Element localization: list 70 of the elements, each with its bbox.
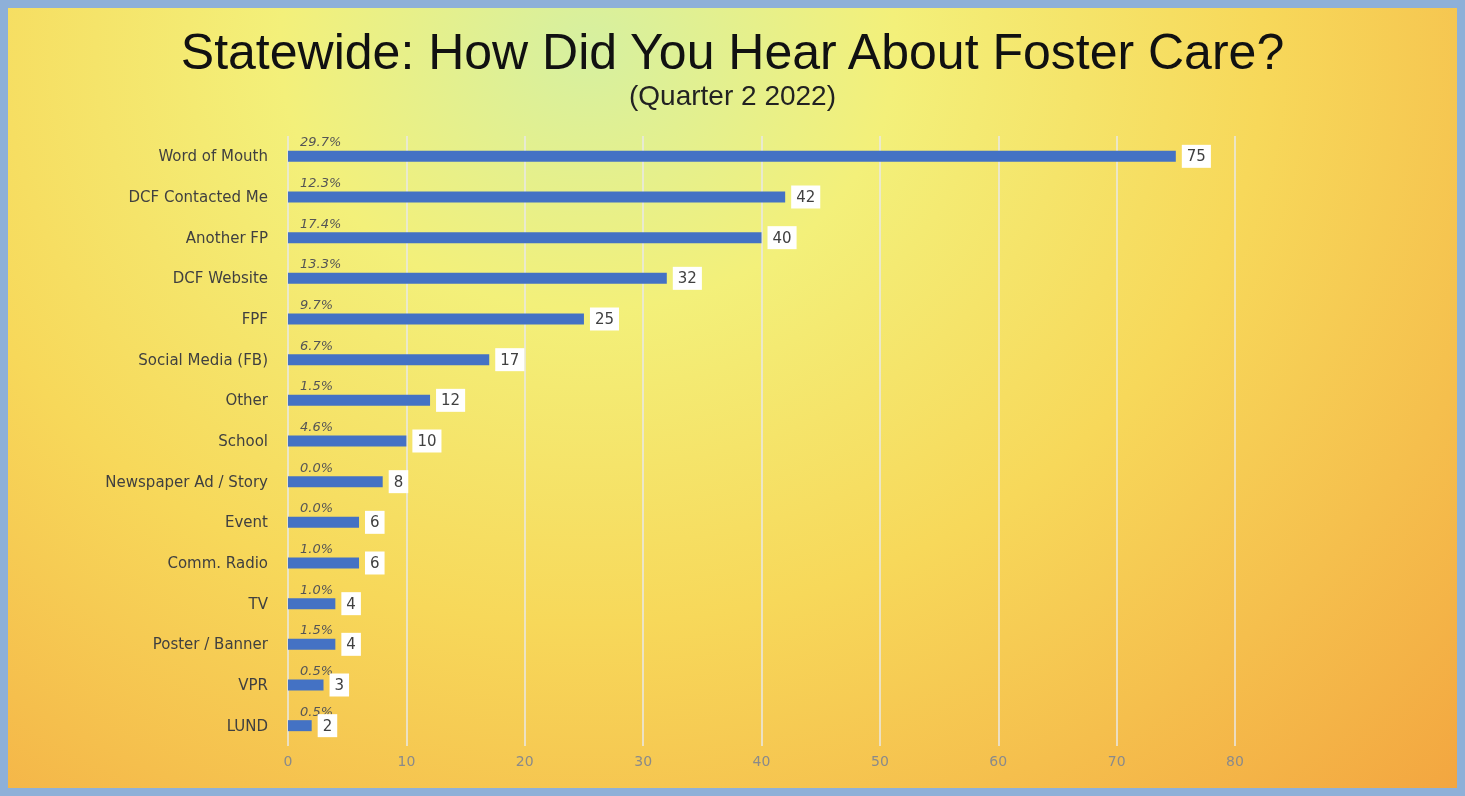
- bar: [288, 150, 1176, 162]
- y-tick-label: Comm. Radio: [167, 554, 268, 572]
- bar: [288, 272, 667, 284]
- x-tick-label: 50: [870, 753, 889, 769]
- data-label: 17: [500, 350, 520, 369]
- bar: [288, 557, 360, 569]
- annotation: 0.0%: [300, 500, 334, 516]
- data-label: 4: [346, 594, 356, 613]
- data-label: 12: [441, 391, 461, 410]
- annotation: 17.4%: [300, 215, 342, 231]
- data-label: 6: [370, 513, 380, 532]
- y-tick-label: DCF Website: [172, 269, 268, 288]
- annotation: 13.3%: [300, 256, 342, 272]
- bar: [288, 720, 312, 732]
- y-tick-label: Other: [225, 391, 269, 410]
- data-label: 42: [796, 188, 816, 206]
- annotation: 1.0%: [300, 581, 334, 597]
- x-tick-label: 30: [634, 753, 653, 769]
- y-tick-label: VPR: [238, 676, 268, 694]
- annotation: 0.0%: [300, 459, 334, 475]
- y-tick-label: Newspaper Ad / Story: [105, 472, 269, 491]
- annotation: 6.7%: [300, 337, 334, 353]
- bar: [288, 313, 584, 325]
- x-tick-label: 40: [752, 753, 771, 769]
- data-label: 2: [322, 716, 333, 735]
- y-tick-label: DCF Contacted Me: [128, 188, 268, 206]
- annotation: 1.5%: [300, 378, 334, 394]
- y-tick-label: TV: [247, 594, 269, 613]
- x-tick-label: 70: [1107, 753, 1126, 769]
- data-label: 10: [417, 432, 437, 450]
- data-label: 6: [370, 554, 380, 572]
- bar: [288, 435, 407, 447]
- annotation: 12.3%: [300, 175, 342, 190]
- x-tick-label: 60: [989, 753, 1008, 769]
- data-label: 4: [346, 635, 356, 654]
- bar: [288, 354, 490, 366]
- annotation: 9.7%: [300, 297, 334, 312]
- y-tick-label: LUND: [226, 716, 268, 735]
- annotation: 4.6%: [300, 419, 334, 434]
- y-tick-label: FPF: [241, 310, 268, 328]
- x-tick-label: 80: [1226, 753, 1244, 769]
- y-tick-label: Event: [225, 513, 269, 532]
- data-label: 25: [594, 310, 615, 328]
- x-tick-label: 0: [283, 753, 293, 769]
- data-label: 8: [393, 472, 404, 491]
- bar: [288, 232, 762, 244]
- data-label: 32: [677, 269, 697, 288]
- y-tick-label: School: [218, 432, 268, 450]
- bar: [288, 394, 431, 406]
- bar: [288, 638, 336, 650]
- annotation: 1.0%: [300, 541, 334, 556]
- chart-title: Statewide: How Did You Hear About Foster Care?: [180, 24, 1285, 80]
- data-label: 75: [1186, 147, 1206, 166]
- data-label: 3: [334, 676, 345, 694]
- y-tick-label: Social Media (FB): [138, 350, 268, 369]
- chart-subtitle: (Quarter 2 2022): [629, 79, 836, 111]
- x-tick-label: 20: [515, 753, 534, 769]
- annotation: 29.7%: [300, 134, 342, 150]
- bar: [288, 191, 786, 203]
- bar: [288, 679, 324, 691]
- bar: [288, 516, 360, 528]
- y-tick-label: Poster / Banner: [152, 635, 269, 654]
- annotation: 1.5%: [300, 622, 334, 638]
- annotation: 0.5%: [300, 663, 334, 678]
- bar: [288, 476, 383, 488]
- y-tick-label: Another FP: [185, 228, 268, 247]
- x-tick-label: 10: [397, 753, 416, 769]
- data-label: 40: [772, 228, 792, 247]
- bar: [288, 598, 336, 610]
- y-tick-label: Word of Mouth: [158, 147, 268, 166]
